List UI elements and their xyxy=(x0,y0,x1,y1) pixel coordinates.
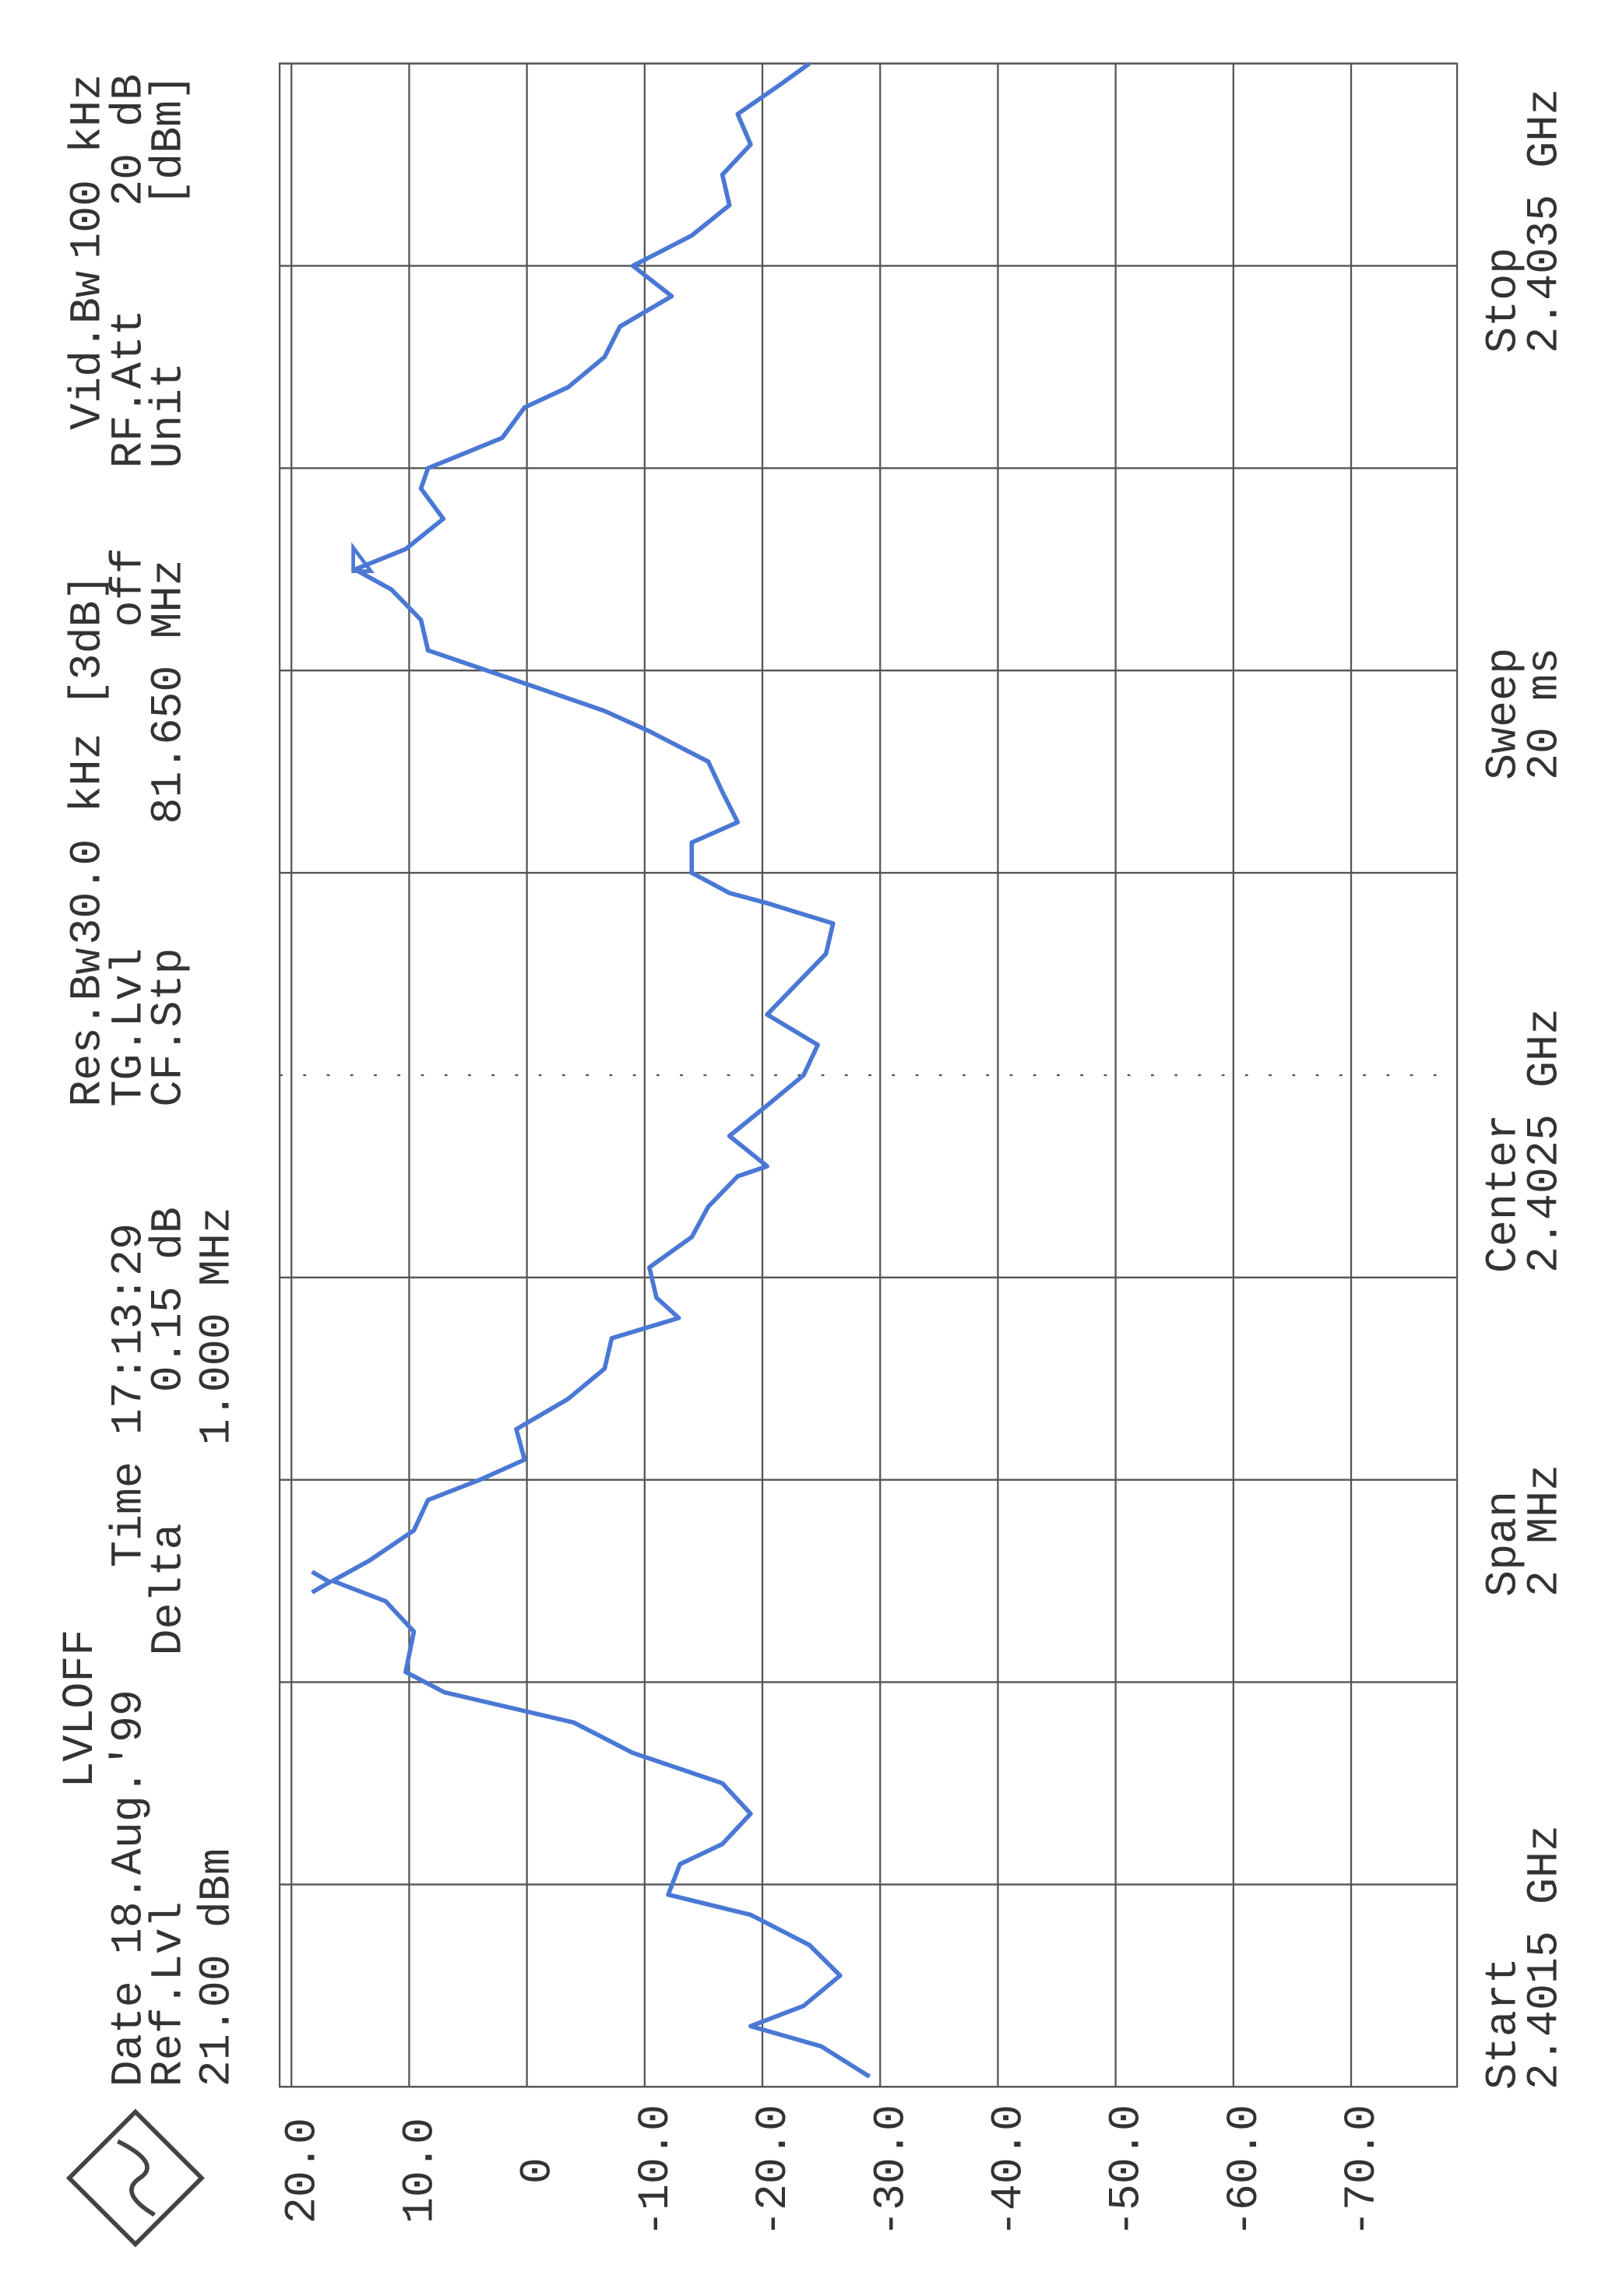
logo xyxy=(65,2108,205,2248)
header-text: Unit xyxy=(144,362,194,468)
header-text: Time 17:13:29 xyxy=(104,1223,154,1567)
marker xyxy=(311,1570,334,1595)
header-text: TG.Lvl xyxy=(104,948,154,1106)
footer-text: Center xyxy=(1480,1114,1529,1273)
footer-text: 2.4015 GHz xyxy=(1521,1825,1571,2090)
header-text: Ref.Lvl xyxy=(144,1901,194,2087)
y-tick-label: 10.0 xyxy=(396,2118,446,2224)
header-text: CF.Stp xyxy=(144,948,194,1106)
header-text: 100 kHz xyxy=(63,74,113,259)
header-text: Res.Bw xyxy=(63,948,113,1106)
y-tick-label: -20.0 xyxy=(749,2104,799,2237)
footer-text: Sweep xyxy=(1480,648,1529,780)
header-text: RF.Att xyxy=(104,309,154,468)
footer-text: Stop xyxy=(1480,248,1529,353)
header-text: off xyxy=(104,547,154,627)
header-text: 21.00 dBm xyxy=(193,1848,243,2087)
header-text: 20 dB xyxy=(104,74,154,206)
trace xyxy=(330,62,871,2079)
y-tick-label: -30.0 xyxy=(867,2104,917,2237)
footer-text: 2 MHz xyxy=(1520,1464,1570,1597)
y-tick-label: -10.0 xyxy=(632,2104,681,2237)
header-text: [dBm] xyxy=(144,74,194,206)
header-text: Date 18.Aug.'99 xyxy=(104,1689,154,2087)
header-text: Vid.Bw xyxy=(63,271,113,430)
y-tick-label: -70.0 xyxy=(1338,2104,1388,2237)
y-tick-label: -60.0 xyxy=(1220,2104,1270,2237)
y-tick-label: 20.0 xyxy=(278,2118,328,2224)
footer-text: 20 ms xyxy=(1521,648,1571,780)
header-text: Delta xyxy=(144,1523,194,1655)
header-text: 81.650 MHz xyxy=(144,560,194,825)
y-tick-label: 0 xyxy=(514,2157,564,2184)
footer-text: 2.4025 GHz xyxy=(1521,1008,1571,1273)
header-text: 1.000 MHz xyxy=(193,1207,243,1445)
header-text: 30.0 kHz [3dB] xyxy=(63,574,113,944)
footer-text: Start xyxy=(1480,1957,1529,2090)
header-text: LVLOFF xyxy=(56,1630,106,1788)
footer-text: 2.4035 GHz xyxy=(1521,89,1571,353)
footer-text: Span xyxy=(1480,1491,1529,1597)
y-tick-label: -40.0 xyxy=(985,2104,1035,2237)
header-text: 0.15 dB xyxy=(144,1207,194,1392)
y-tick-label: -50.0 xyxy=(1103,2104,1153,2237)
